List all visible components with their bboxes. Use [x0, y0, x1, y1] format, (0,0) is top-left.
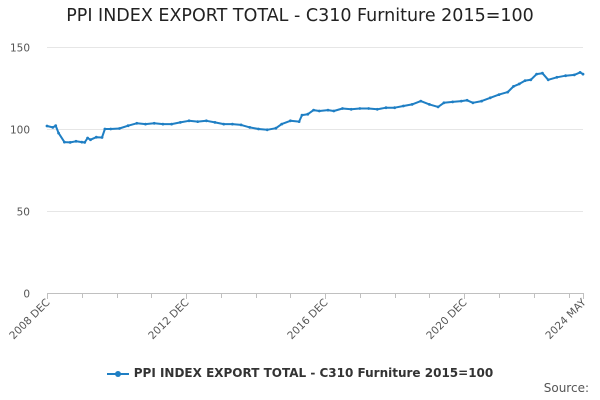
- data-point: [535, 72, 538, 76]
- data-point: [564, 74, 567, 78]
- data-point: [572, 73, 576, 77]
- data-point: [280, 122, 284, 126]
- data-point: [51, 126, 55, 129]
- x-tick-label: 2008 DEC: [7, 297, 52, 342]
- data-point: [187, 119, 191, 123]
- data-point: [578, 71, 582, 74]
- data-point: [349, 107, 353, 111]
- data-point: [231, 122, 234, 126]
- data-point: [442, 101, 446, 105]
- data-point: [80, 140, 84, 144]
- data-point: [265, 128, 269, 132]
- y-tick-label: 50: [17, 207, 30, 219]
- chart-legend[interactable]: PPI INDEX EXPORT TOTAL - C310 Furniture …: [0, 366, 600, 380]
- data-point: [152, 121, 156, 125]
- series-line: [46, 71, 584, 144]
- x-tick-label: 2024 MAY: [543, 296, 589, 342]
- x-tick-label: 2012 DEC: [146, 297, 191, 342]
- y-tick-label: 0: [23, 289, 30, 301]
- data-point: [523, 79, 527, 82]
- legend-marker-icon: [106, 369, 129, 379]
- legend-label: PPI INDEX EXPORT TOTAL - C310 Furniture …: [133, 366, 494, 380]
- data-point: [541, 71, 544, 75]
- data-point: [410, 103, 414, 106]
- data-point: [419, 99, 423, 103]
- data-point: [341, 107, 344, 110]
- data-point: [326, 108, 330, 112]
- data-point: [89, 138, 92, 142]
- data-point: [517, 82, 521, 86]
- data-point: [239, 123, 243, 127]
- data-point: [300, 113, 304, 117]
- data-point: [222, 122, 226, 126]
- data-point: [63, 140, 66, 144]
- data-point: [497, 93, 501, 96]
- legend-dot: [114, 370, 121, 377]
- data-point: [196, 120, 200, 123]
- data-point: [471, 101, 475, 105]
- data-point: [103, 127, 107, 131]
- data-point: [68, 141, 72, 144]
- data-point: [465, 98, 469, 102]
- data-point: [428, 103, 431, 106]
- x-tick-label: 2020 DEC: [424, 297, 469, 342]
- data-point: [289, 119, 292, 123]
- data-point: [83, 141, 87, 144]
- data-point: [54, 124, 58, 128]
- data-point: [57, 131, 60, 135]
- data-point: [178, 121, 182, 124]
- data-point: [170, 122, 174, 126]
- data-point: [257, 127, 260, 131]
- data-point: [393, 106, 397, 110]
- data-point: [45, 124, 49, 128]
- data-point: [118, 127, 121, 130]
- data-point: [512, 85, 515, 88]
- y-tick-label: 100: [10, 125, 30, 137]
- data-point: [100, 136, 104, 139]
- data-point: [205, 119, 208, 123]
- data-point: [297, 120, 301, 123]
- data-point: [358, 107, 362, 110]
- data-point: [144, 122, 147, 126]
- data-point: [459, 99, 463, 103]
- x-tick-label: 2016 DEC: [285, 297, 330, 342]
- data-point: [126, 124, 130, 128]
- data-point: [436, 105, 440, 109]
- data-point: [94, 135, 98, 139]
- data-point: [375, 107, 379, 111]
- data-point: [135, 121, 139, 125]
- data-point: [317, 109, 321, 113]
- y-tick-label: 150: [10, 43, 30, 55]
- data-point: [306, 112, 310, 116]
- data-point: [312, 108, 315, 112]
- data-point: [402, 104, 405, 108]
- data-point: [488, 96, 492, 100]
- data-point: [529, 78, 533, 82]
- data-point: [506, 90, 510, 94]
- data-point: [480, 99, 483, 103]
- data-point: [161, 122, 165, 126]
- data-point: [451, 100, 454, 104]
- data-point: [581, 72, 585, 76]
- data-point: [74, 139, 78, 143]
- data-point: [248, 126, 252, 129]
- chart-title: PPI INDEX EXPORT TOTAL - C310 Furniture …: [66, 6, 534, 26]
- data-point: [86, 136, 89, 140]
- data-point: [332, 109, 336, 113]
- data-point: [274, 126, 278, 130]
- data-point: [384, 106, 388, 110]
- data-point: [546, 78, 550, 82]
- data-point: [109, 127, 113, 131]
- data-point: [367, 107, 370, 110]
- source-label: Source:: [543, 381, 589, 395]
- data-point: [213, 121, 217, 124]
- data-point: [555, 75, 559, 79]
